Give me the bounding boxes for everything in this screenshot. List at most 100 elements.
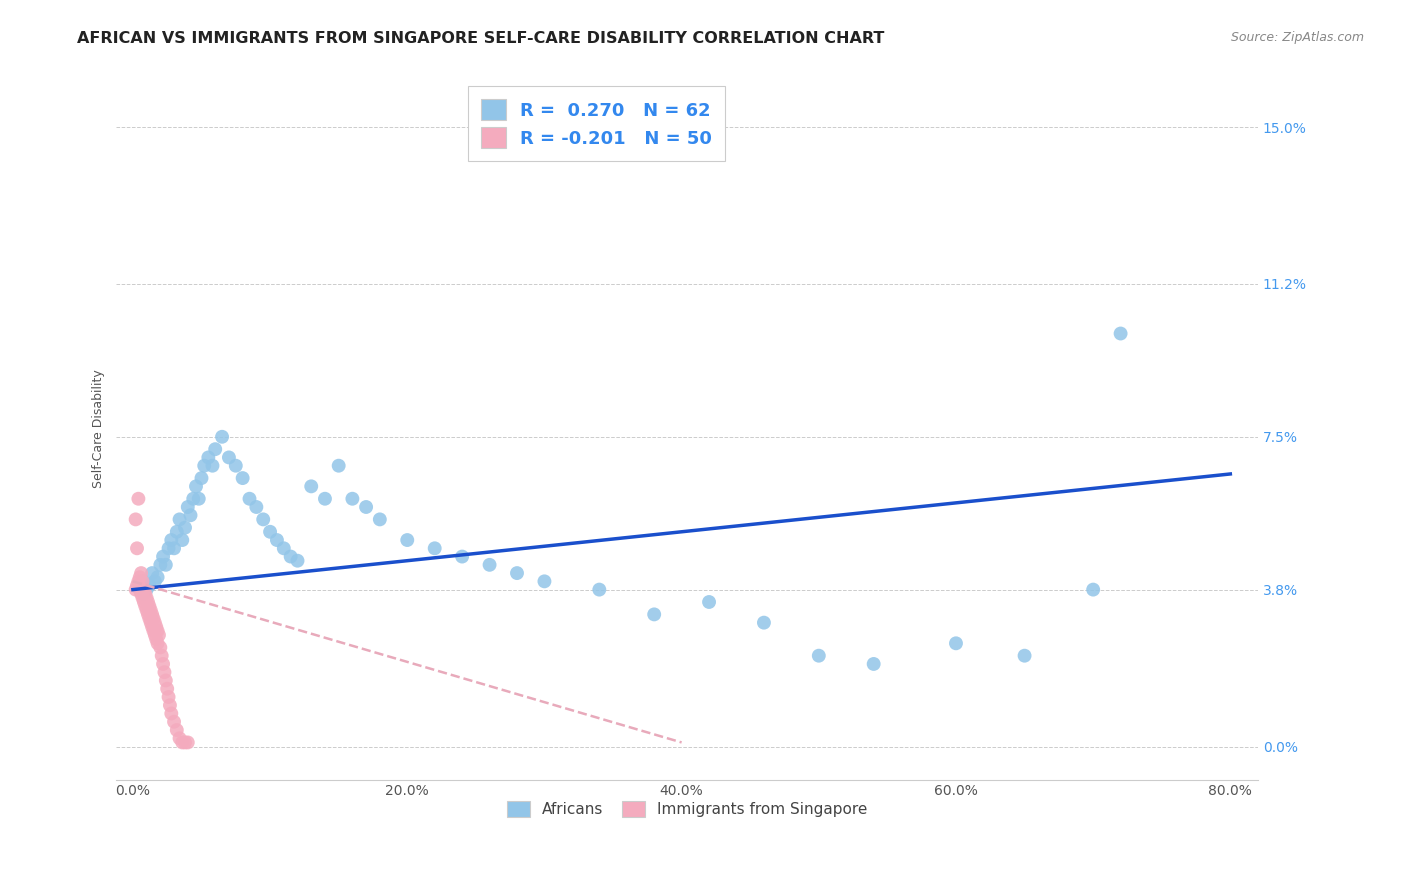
Point (169, 731, 191, 746)
Point (134, 587, 156, 601)
Point (145, 632, 167, 647)
Point (138, 578, 160, 592)
Point (135, 591, 157, 605)
Point (143, 628, 166, 642)
Point (124, 512, 146, 526)
Point (287, 554, 309, 568)
Point (157, 690, 180, 704)
Point (423, 541, 446, 556)
Point (138, 599, 160, 614)
Point (127, 574, 149, 589)
Point (172, 735, 194, 749)
Point (134, 599, 156, 614)
Point (129, 587, 152, 601)
Point (342, 491, 364, 506)
Point (131, 574, 153, 589)
Point (155, 558, 177, 572)
Point (396, 533, 419, 547)
Point (193, 458, 215, 473)
Point (141, 607, 163, 622)
Point (146, 636, 169, 650)
Point (149, 558, 172, 572)
Point (142, 624, 165, 638)
Point (187, 491, 209, 506)
Point (506, 566, 529, 580)
Point (128, 582, 150, 597)
Y-axis label: Self-Care Disability: Self-Care Disability (93, 369, 105, 488)
Point (280, 549, 302, 564)
Point (166, 524, 188, 539)
Point (172, 533, 194, 547)
Point (945, 636, 967, 650)
Point (1014, 648, 1036, 663)
Point (135, 603, 157, 617)
Point (180, 508, 202, 523)
Point (177, 500, 200, 514)
Point (752, 615, 775, 630)
Point (1109, 326, 1132, 341)
Point (127, 491, 149, 506)
Point (252, 512, 274, 526)
Point (201, 458, 224, 473)
Point (314, 491, 336, 506)
Point (697, 595, 720, 609)
Point (152, 657, 174, 671)
Point (299, 479, 322, 493)
Point (146, 624, 169, 638)
Point (368, 512, 391, 526)
Point (807, 648, 830, 663)
Point (204, 442, 226, 457)
Point (157, 541, 180, 556)
Point (145, 620, 167, 634)
Point (136, 595, 159, 609)
Point (132, 587, 155, 601)
Point (141, 566, 163, 580)
Point (124, 582, 146, 597)
Point (142, 611, 165, 625)
Point (153, 665, 176, 680)
Point (149, 640, 172, 655)
Point (245, 500, 267, 514)
Point (143, 574, 166, 589)
Point (125, 541, 148, 556)
Point (160, 706, 183, 721)
Point (125, 578, 148, 592)
Point (128, 570, 150, 584)
Point (155, 673, 177, 688)
Point (152, 549, 174, 564)
Point (177, 735, 200, 749)
Point (143, 615, 166, 630)
Point (259, 524, 281, 539)
Point (159, 698, 181, 713)
Point (266, 533, 288, 547)
Point (135, 582, 157, 597)
Point (174, 521, 197, 535)
Point (129, 566, 152, 580)
Point (141, 620, 163, 634)
Point (225, 458, 247, 473)
Point (163, 714, 186, 729)
Point (643, 607, 665, 622)
Point (533, 574, 555, 589)
Point (1081, 582, 1104, 597)
Point (163, 541, 186, 556)
Point (128, 582, 150, 597)
Text: AFRICAN VS IMMIGRANTS FROM SINGAPORE SELF-CARE DISABILITY CORRELATION CHART: AFRICAN VS IMMIGRANTS FROM SINGAPORE SEL… (77, 31, 884, 46)
Point (156, 681, 179, 696)
Point (328, 458, 350, 473)
Point (181, 491, 204, 506)
Point (211, 430, 233, 444)
Point (238, 491, 260, 506)
Point (131, 574, 153, 589)
Point (166, 723, 188, 737)
Text: Source: ZipAtlas.com: Source: ZipAtlas.com (1230, 31, 1364, 45)
Point (197, 450, 219, 465)
Point (169, 512, 191, 526)
Legend: Africans, Immigrants from Singapore: Africans, Immigrants from Singapore (499, 793, 875, 824)
Point (132, 595, 155, 609)
Point (588, 582, 610, 597)
Point (160, 533, 183, 547)
Point (184, 479, 207, 493)
Point (132, 582, 155, 597)
Point (478, 558, 501, 572)
